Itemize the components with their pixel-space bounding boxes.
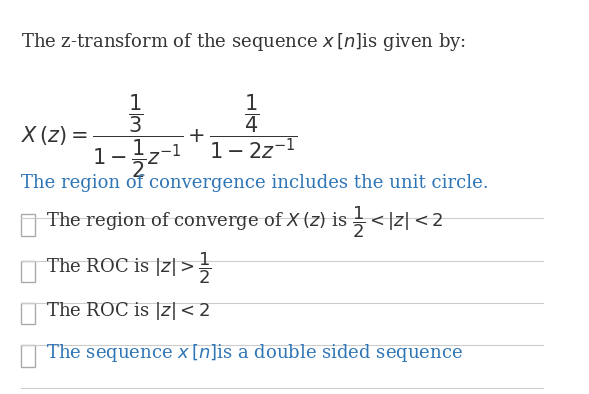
- FancyBboxPatch shape: [21, 214, 35, 236]
- Text: $X\,(z) = \dfrac{\dfrac{1}{3}}{1-\dfrac{1}{2}z^{-1}} + \dfrac{\dfrac{1}{4}}{1-2z: $X\,(z) = \dfrac{\dfrac{1}{3}}{1-\dfrac{…: [21, 93, 297, 180]
- Text: The z-transform of the sequence $x\,[n]$is given by:: The z-transform of the sequence $x\,[n]$…: [21, 31, 466, 53]
- FancyBboxPatch shape: [21, 261, 35, 282]
- Text: The ROC is $|z| < 2$: The ROC is $|z| < 2$: [46, 300, 210, 322]
- FancyBboxPatch shape: [21, 346, 35, 367]
- Text: The region of convergence includes the unit circle.: The region of convergence includes the u…: [21, 174, 488, 192]
- Text: The ROC is $|z| > \dfrac{1}{2}$: The ROC is $|z| > \dfrac{1}{2}$: [46, 251, 211, 286]
- Text: The sequence $x\,[n]$is a double sided sequence: The sequence $x\,[n]$is a double sided s…: [46, 342, 463, 364]
- Text: The region of converge of $X\,(z)$ is $\dfrac{1}{2} < |z| < 2$: The region of converge of $X\,(z)$ is $\…: [46, 204, 443, 240]
- FancyBboxPatch shape: [21, 303, 35, 324]
